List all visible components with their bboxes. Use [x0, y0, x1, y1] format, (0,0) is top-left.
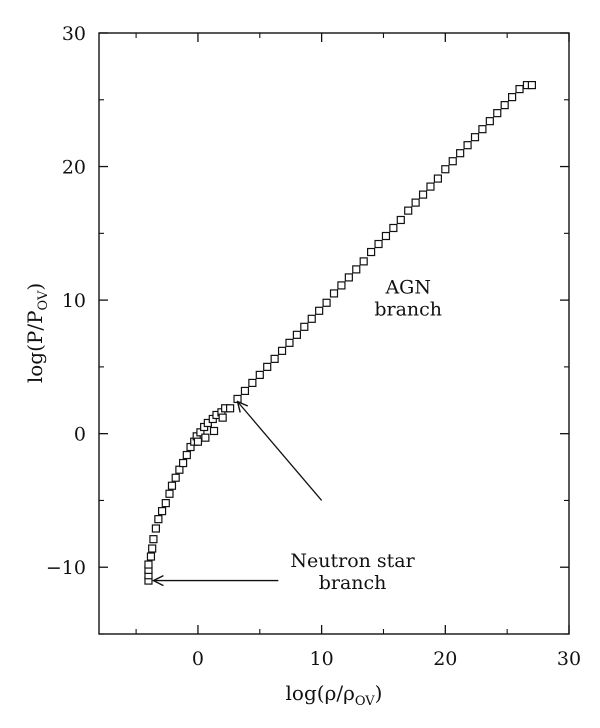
x-tick-label: 10	[310, 648, 334, 670]
data-point-marker	[527, 80, 536, 90]
data-point-marker	[441, 165, 450, 174]
data-point-marker	[218, 413, 227, 422]
data-point-marker	[508, 93, 517, 102]
data-point-marker	[478, 125, 487, 134]
data-point-marker	[154, 515, 163, 524]
x-axis-label: log(ρ/ρOV)	[286, 681, 383, 709]
annotation-label: AGN branch	[374, 276, 442, 320]
data-point-marker	[433, 174, 442, 183]
data-point-marker	[374, 239, 383, 249]
data-point-marker	[456, 149, 465, 158]
x-tick-label: 0	[192, 648, 204, 670]
data-point-marker	[144, 560, 153, 569]
data-point-marker	[175, 465, 184, 474]
data-point-marker	[337, 281, 346, 290]
data-point-marker	[493, 109, 502, 118]
data-point-marker	[233, 394, 242, 404]
data-point-marker	[182, 450, 191, 460]
data-point-marker	[285, 338, 294, 347]
data-point-marker	[248, 378, 257, 388]
data-point-marker	[300, 322, 309, 331]
data-point-marker	[485, 117, 494, 126]
data-point-marker	[277, 346, 287, 355]
plot-frame	[98, 32, 570, 635]
data-point-marker	[193, 437, 203, 446]
y-tick-label: 10	[62, 290, 86, 312]
data-point-marker	[226, 404, 235, 413]
data-point-marker	[240, 386, 250, 396]
data-point-marker	[315, 306, 324, 315]
data-point-marker	[292, 330, 301, 339]
data-point-marker	[329, 289, 339, 298]
data-point-marker	[255, 370, 264, 380]
data-point-marker	[404, 206, 413, 215]
data-point-marker	[352, 265, 361, 274]
annotation-arrow	[238, 402, 323, 501]
annotations: AGN branch Neutron star branch	[153, 276, 442, 594]
data-point-marker	[146, 552, 156, 561]
data-point-marker	[307, 314, 316, 323]
data-point-marker	[270, 354, 279, 363]
y-tick-label: 0	[74, 424, 86, 446]
data-point-marker	[448, 157, 457, 166]
data-point-marker	[500, 101, 509, 110]
y-tick-label: 30	[62, 23, 86, 45]
data-point-marker	[209, 426, 219, 436]
data-point-marker	[171, 473, 180, 482]
data-points	[144, 80, 536, 585]
y-axis-label: log(P/POV)	[23, 283, 51, 383]
data-point-marker	[151, 524, 160, 533]
data-point-marker	[148, 544, 157, 553]
y-tick-label: −10	[46, 557, 86, 579]
data-point-marker	[396, 215, 405, 225]
data-point-marker	[411, 198, 420, 207]
data-point-marker	[322, 298, 331, 307]
data-point-marker	[165, 489, 174, 498]
data-point-marker	[389, 223, 398, 233]
data-point-marker	[367, 247, 376, 257]
data-point-marker	[359, 257, 368, 266]
x-tick-label: 20	[433, 648, 457, 670]
data-point-marker	[263, 362, 272, 371]
data-point-marker	[515, 84, 524, 94]
data-point-marker	[167, 481, 177, 490]
data-point-marker	[344, 273, 353, 282]
data-point-marker	[179, 458, 188, 468]
data-point-marker	[149, 535, 158, 544]
data-point-marker	[463, 141, 472, 150]
y-tick-label: 20	[62, 157, 86, 179]
data-point-marker	[418, 190, 428, 199]
annotation-label: Neutron star branch	[290, 550, 415, 594]
data-point-marker	[157, 507, 167, 516]
data-point-marker	[381, 231, 391, 241]
data-point-marker	[426, 182, 435, 191]
data-point-marker	[161, 499, 170, 508]
data-point-marker	[201, 433, 210, 442]
data-point-marker	[470, 133, 480, 142]
x-tick-label: 30	[557, 648, 581, 670]
axis-ticks	[99, 32, 570, 635]
axis-tick-labels: 0 10 20 30 −10 0 10 20 30	[46, 23, 581, 670]
